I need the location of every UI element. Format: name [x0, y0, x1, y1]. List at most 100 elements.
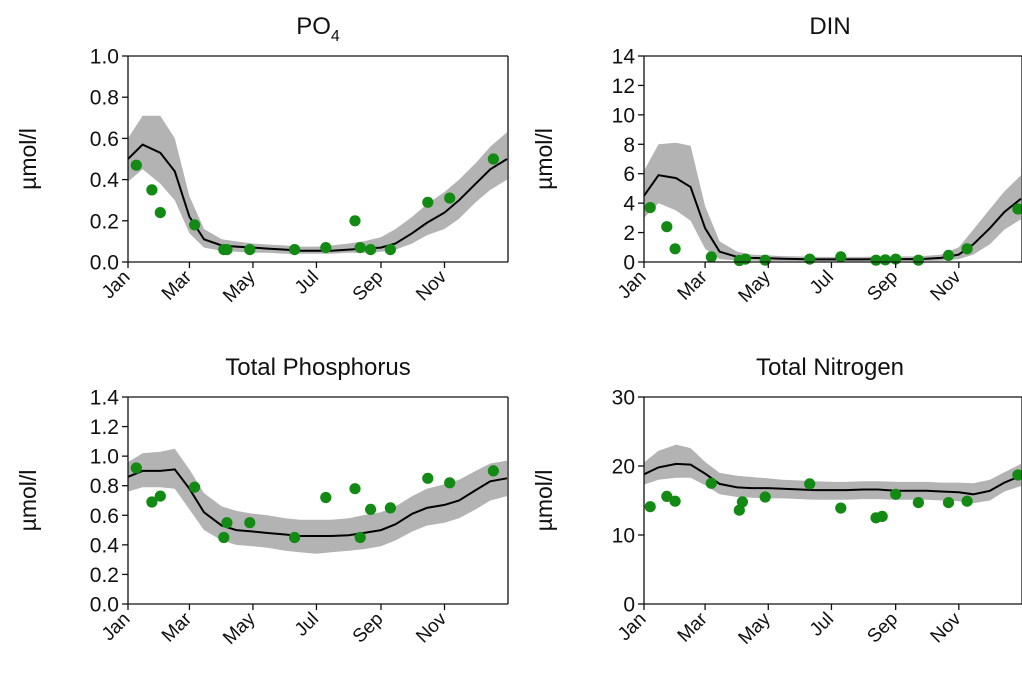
observation-point [349, 483, 361, 495]
observation-point [487, 465, 499, 477]
y-tick-label: 4 [623, 193, 635, 216]
observation-point [870, 254, 882, 266]
observation-point [739, 253, 752, 265]
model-mean-line [643, 174, 1022, 261]
observation-point [244, 244, 256, 256]
observation-point [422, 196, 434, 208]
observation-point [661, 221, 673, 233]
observation-point [189, 219, 201, 231]
observation-point [942, 497, 955, 509]
y-axis-label: µmol/l [15, 128, 41, 190]
x-tick-label: Nov [412, 266, 451, 305]
observation-point [218, 531, 230, 544]
observation-point [320, 242, 332, 254]
x-tick-label: May [219, 266, 260, 307]
observation-point [661, 490, 673, 502]
observation-point [289, 244, 301, 256]
observation-point [487, 153, 499, 165]
y-tick-label: 0.6 [90, 505, 119, 528]
chart-title: Total Phosphorus [225, 354, 410, 381]
observation-point [384, 244, 396, 256]
observation-point [244, 517, 256, 529]
uncertainty-band [128, 448, 507, 554]
observation-point [961, 243, 973, 255]
observation-point [912, 497, 925, 509]
x-tick-label: Jan [614, 267, 651, 304]
x-tick-label: Jul [291, 609, 323, 641]
observation-point [130, 159, 142, 171]
observation-point [835, 251, 847, 263]
x-tick-label: Mar [674, 608, 712, 646]
y-tick-label: 0.8 [90, 87, 119, 110]
observation-point [804, 253, 816, 265]
observation-point [912, 254, 925, 266]
model-mean-line [127, 143, 508, 252]
chart-title-subscript: 4 [331, 28, 340, 45]
y-tick-label: 1.2 [90, 416, 119, 439]
observation-point [736, 496, 749, 508]
x-tick-label: Nov [927, 266, 966, 305]
y-tick-label: 1.0 [90, 46, 119, 69]
y-tick-label: 0.2 [90, 564, 119, 587]
observation-point [221, 244, 233, 256]
observation-point [189, 481, 201, 493]
y-tick-label: 30 [612, 387, 635, 410]
observation-point [1012, 203, 1022, 215]
observation-point [705, 251, 717, 263]
observation-point [365, 244, 377, 256]
x-tick-label: May [735, 266, 776, 307]
x-tick-label: Nov [412, 608, 451, 647]
uncertainty-band [644, 142, 1021, 262]
x-tick-label: Nov [927, 608, 966, 647]
y-tick-label: 0.6 [90, 128, 119, 151]
observation-point [354, 531, 366, 544]
x-tick-label: Sep [863, 609, 902, 648]
y-tick-label: 14 [612, 46, 636, 69]
observation-point [835, 502, 847, 514]
observation-point [146, 184, 158, 196]
x-tick-label: Sep [349, 609, 388, 648]
y-tick-label: 0 [623, 252, 635, 275]
observation-point [804, 478, 816, 490]
chart-title: DIN [809, 13, 850, 40]
y-tick-label: 20 [612, 456, 635, 479]
x-tick-label: May [219, 608, 260, 649]
observation-point [890, 488, 902, 500]
y-tick-label: 0.4 [90, 169, 120, 192]
observation-point [221, 517, 233, 529]
y-tick-label: 0.0 [90, 594, 119, 617]
uncertainty-band [128, 115, 507, 254]
y-tick-label: 0.4 [90, 534, 120, 557]
y-tick-label: 0.8 [90, 475, 119, 498]
observation-point [759, 491, 771, 503]
model-mean-line [643, 462, 1022, 496]
x-tick-label: Jul [806, 609, 838, 641]
x-tick-label: Jul [806, 267, 838, 299]
observation-point [444, 477, 456, 489]
observation-point [644, 501, 656, 513]
observation-point [879, 254, 891, 266]
observation-point [349, 215, 361, 227]
x-tick-label: Mar [158, 608, 196, 646]
y-axis-label: µmol/l [531, 470, 557, 532]
observation-point [942, 249, 955, 261]
y-axis-label: µmol/l [531, 128, 557, 190]
observation-point [154, 207, 166, 219]
observation-point [759, 254, 771, 266]
observation-point [130, 462, 142, 474]
y-tick-label: 0 [623, 594, 635, 617]
observation-point [669, 495, 681, 507]
x-tick-label: Jan [614, 609, 651, 646]
x-tick-label: May [735, 608, 776, 649]
observation-point [669, 243, 681, 255]
y-tick-label: 1.4 [90, 387, 120, 410]
y-axis-label: µmol/l [15, 470, 41, 532]
y-tick-label: 6 [623, 163, 635, 186]
observation-point [444, 192, 456, 204]
y-tick-label: 0.0 [90, 252, 119, 275]
chart-panel-2: 0 2 4 6 8 10 12 14 Jan Mar May Jul Sep Nov µmol/l DIN [531, 13, 1022, 307]
